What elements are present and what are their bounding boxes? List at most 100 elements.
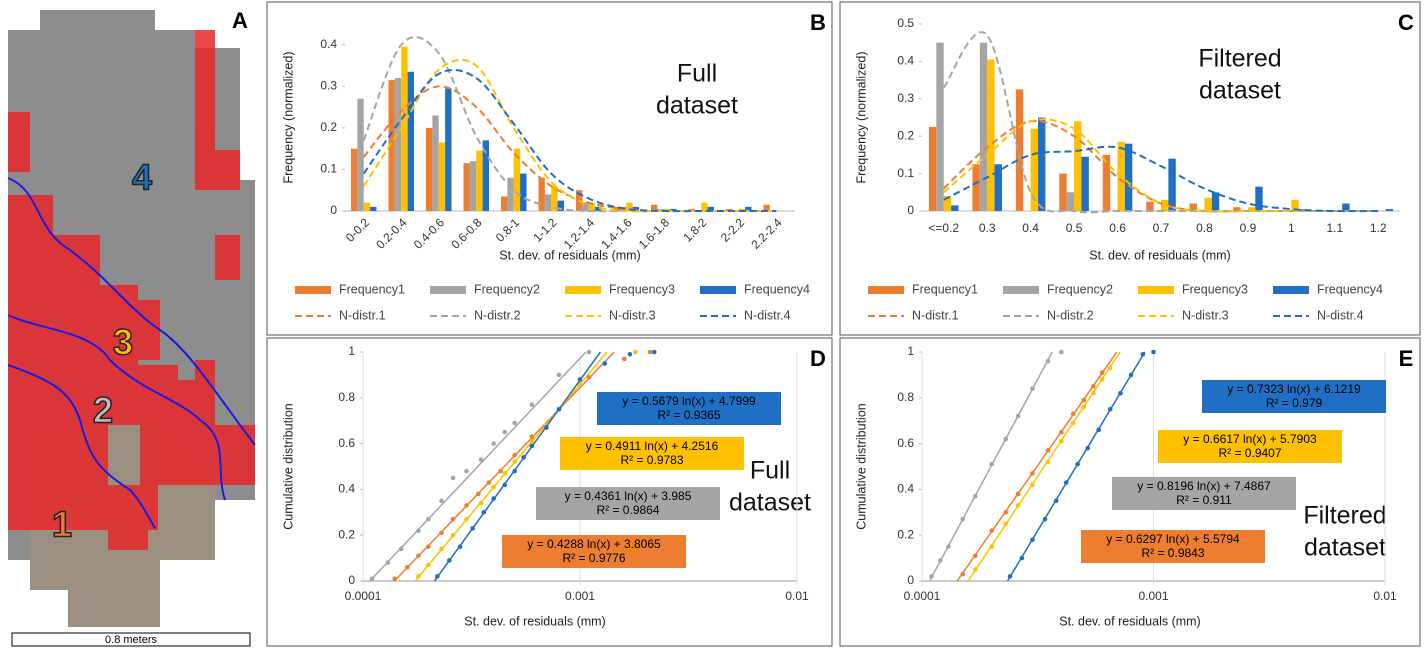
data-point: [1081, 404, 1087, 410]
equation-box: [597, 392, 781, 425]
data-point: [1030, 537, 1035, 543]
data-point: [464, 503, 469, 508]
legend-label: N-distr.3: [609, 308, 656, 322]
data-point: [960, 571, 966, 577]
data-point: [1096, 427, 1102, 433]
data-point: [621, 356, 627, 362]
bar: [1385, 209, 1394, 211]
r-squared: R² = 0.9783: [620, 453, 683, 467]
data-point: [1099, 377, 1105, 382]
data-point: [633, 349, 638, 355]
data-point: [450, 475, 456, 481]
equation: y = 0.4288 ln(x) + 3.8065: [527, 537, 661, 551]
panel-label: A: [232, 8, 248, 33]
r-squared: R² = 0.911: [1176, 493, 1232, 507]
bar: [1074, 121, 1082, 211]
bar: [1189, 203, 1198, 211]
data-point: [491, 496, 496, 501]
panel-frame: [839, 1, 1421, 336]
data-point: [989, 528, 994, 533]
data-point: [426, 516, 431, 522]
y-tick-label: 0.6: [897, 436, 914, 450]
trendline: [414, 351, 608, 582]
x-tick-label: 2-2.2: [718, 215, 747, 244]
bar: [363, 202, 371, 211]
bar: [1211, 192, 1220, 211]
data-point: [1107, 365, 1113, 371]
y-tick-label: 0.2: [897, 527, 914, 541]
equation-box: [502, 535, 686, 568]
bar: [763, 204, 770, 211]
data-point: [512, 452, 517, 458]
scale-label: 0.8 meters: [105, 634, 157, 646]
data-point: [1019, 555, 1025, 561]
panel-frame: [266, 337, 833, 647]
bar: [520, 173, 527, 211]
legend-label: N-distr.1: [339, 308, 386, 322]
annotation: Filtered: [1198, 45, 1281, 73]
legend-label: Frequency2: [1047, 282, 1113, 296]
y-axis-title: Cumulative distribution: [281, 403, 295, 529]
panel-frame: [266, 1, 833, 336]
data-point: [476, 491, 481, 497]
bar: [482, 140, 489, 211]
data-point: [398, 546, 404, 552]
data-point: [1107, 406, 1113, 412]
data-point: [491, 441, 496, 446]
data-point: [544, 425, 549, 430]
y-axis-title: Cumulative distribution: [854, 403, 868, 529]
legend-label: Frequency4: [1317, 282, 1383, 296]
data-point: [447, 558, 452, 563]
data-point: [602, 361, 608, 366]
data-point: [627, 351, 633, 357]
bar: [370, 206, 377, 211]
data-point: [1063, 480, 1069, 485]
bar: [701, 202, 708, 211]
legend-label: Frequency4: [744, 282, 810, 296]
annotation: Filtered: [1303, 502, 1386, 530]
data-point: [1118, 390, 1123, 396]
annotation: dataset: [1304, 534, 1386, 562]
data-point: [369, 576, 375, 582]
y-tick-label: 0: [907, 203, 914, 217]
zone-label: 2: [93, 390, 113, 431]
equation-box: [1158, 430, 1342, 463]
legend-swatch: [295, 286, 331, 294]
bar: [476, 150, 483, 211]
bar: [432, 115, 439, 211]
data-point: [1099, 370, 1105, 375]
trendline: [967, 351, 1121, 582]
distribution-curve: [942, 31, 1379, 214]
legend-label: N-distr.3: [1182, 308, 1229, 322]
r-squared: R² = 0.9365: [657, 408, 720, 422]
bar: [1342, 203, 1350, 211]
data-point: [426, 562, 431, 568]
data-point: [481, 510, 487, 515]
y-tick-label: 0.6: [338, 436, 355, 450]
data-point: [1070, 420, 1076, 426]
bar: [979, 42, 988, 212]
data-point: [1151, 349, 1156, 355]
y-tick-label: 0.2: [897, 128, 914, 142]
x-axis-title: St. dev. of residuals (mm): [464, 614, 605, 628]
zone-label: 1: [52, 504, 72, 545]
r-squared: R² = 0.9864: [596, 503, 659, 517]
trendline: [393, 351, 615, 582]
x-tick-label: 1.2: [1370, 221, 1387, 235]
x-tick-label: 0.3: [979, 221, 996, 235]
x-tick-label: 1.8-2: [680, 215, 709, 244]
y-axis-title: Frequency (normalized): [854, 52, 868, 184]
annotation: Full: [750, 457, 790, 485]
x-tick-label: 0.001: [1138, 589, 1168, 603]
bar: [357, 98, 364, 211]
x-axis-title: St. dev. of residuals (mm): [1059, 614, 1200, 628]
y-tick-label: 0.1: [320, 162, 337, 176]
x-axis-title: St. dev. of residuals (mm): [1089, 248, 1230, 262]
y-tick-label: 0: [348, 573, 355, 587]
y-tick-label: 0.4: [338, 482, 355, 496]
data-point: [577, 377, 583, 382]
data-point: [1007, 574, 1013, 579]
data-point: [529, 443, 535, 449]
equation-box: [1112, 477, 1296, 510]
legend-label: N-distr.2: [474, 308, 521, 322]
